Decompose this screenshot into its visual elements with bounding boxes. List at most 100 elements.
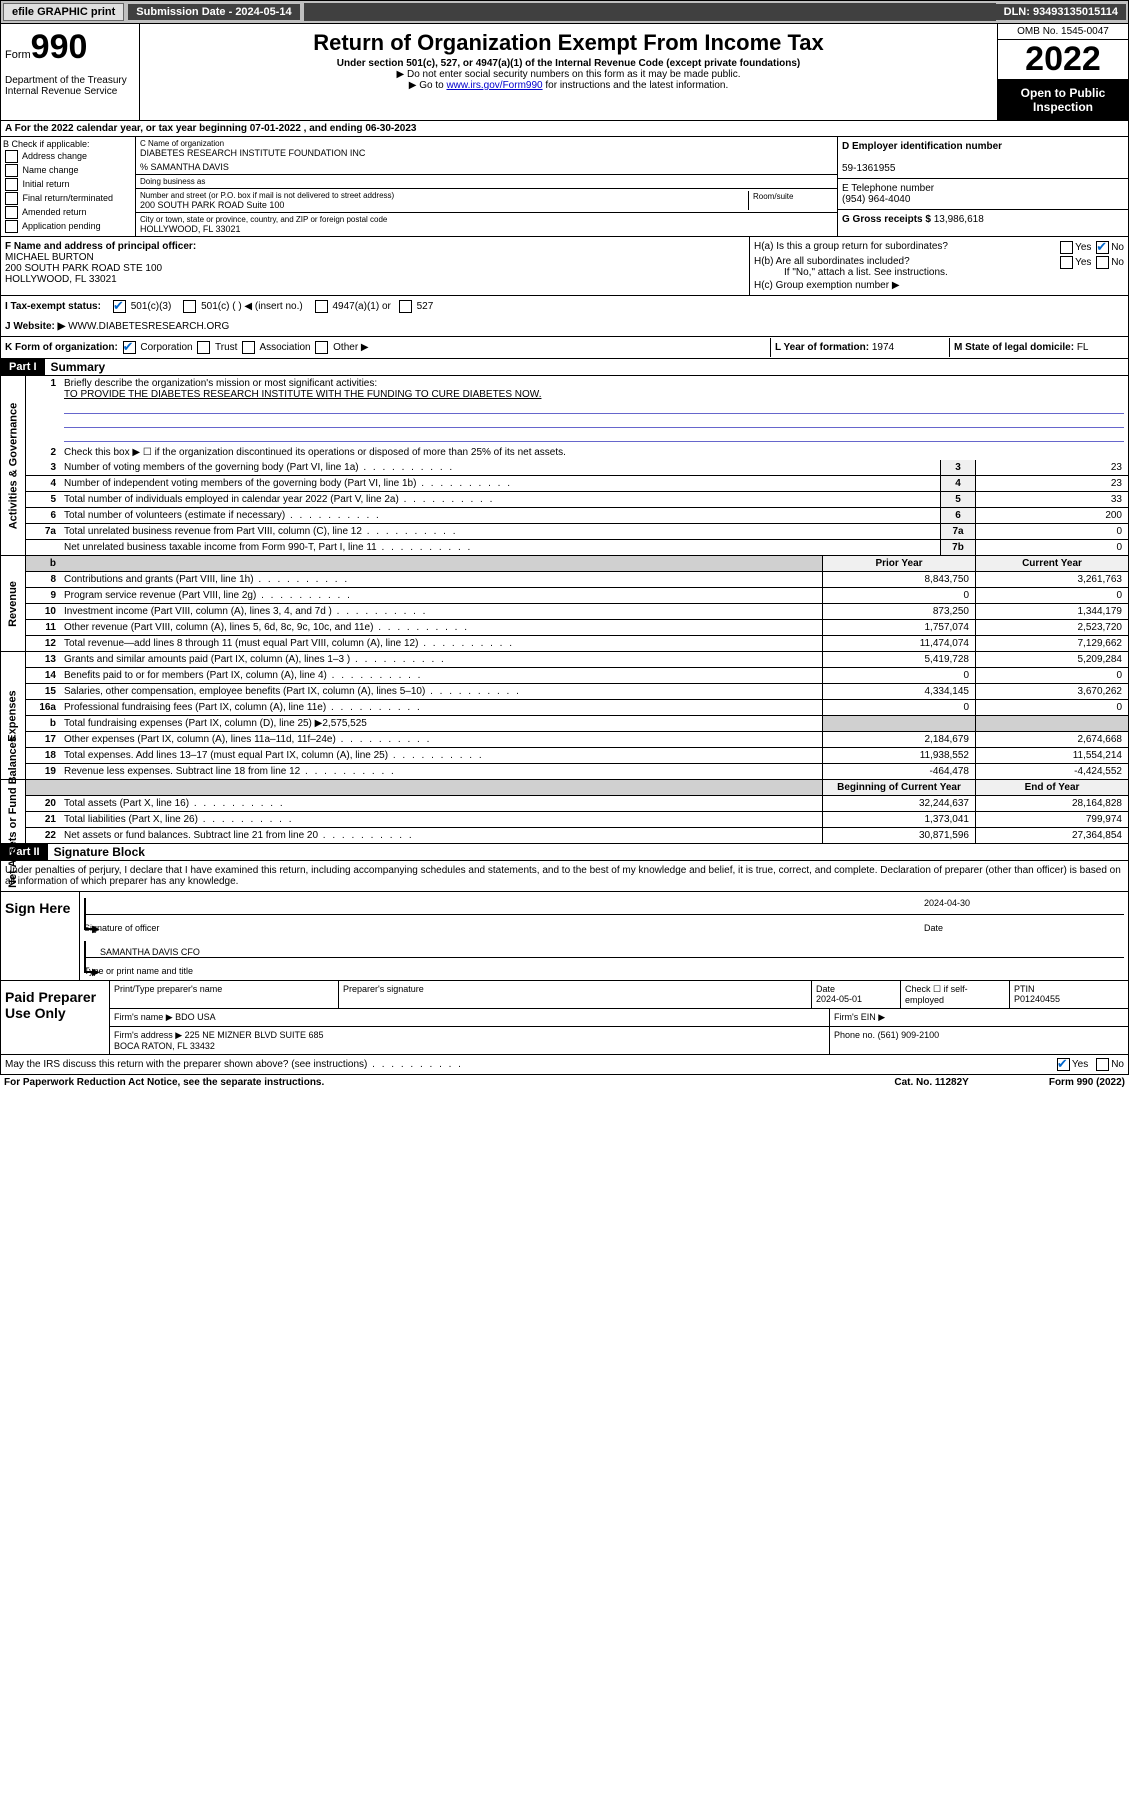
dln-label: DLN: 93493135015114 xyxy=(996,4,1126,20)
column-b-checks: B Check if applicable: Address change Na… xyxy=(1,137,136,236)
street-label: Number and street (or P.O. box if mail i… xyxy=(140,191,748,200)
officer-info: MICHAEL BURTON 200 SOUTH PARK ROAD STE 1… xyxy=(5,252,162,285)
hb-subordinates: H(b) Are all subordinates included? Yes … xyxy=(754,256,1124,267)
side-revenue: Revenue xyxy=(7,581,19,627)
table-row: 18Total expenses. Add lines 13–17 (must … xyxy=(26,748,1128,764)
firm-addr-label: Firm's address ▶ xyxy=(114,1030,182,1040)
table-row: 15Salaries, other compensation, employee… xyxy=(26,684,1128,700)
discuss-no[interactable] xyxy=(1096,1058,1109,1071)
column-c-name-address: C Name of organization DIABETES RESEARCH… xyxy=(136,137,837,236)
website-value: WWW.DIABETESRESEARCH.ORG xyxy=(68,321,229,332)
form-footer: Form 990 (2022) xyxy=(1049,1077,1125,1088)
officer-label: F Name and address of principal officer: xyxy=(5,241,196,252)
footer-row: For Paperwork Reduction Act Notice, see … xyxy=(0,1075,1129,1090)
sig-arrow-icon xyxy=(84,898,96,930)
discuss-yes[interactable] xyxy=(1057,1058,1070,1071)
ein-label: D Employer identification number xyxy=(842,141,1002,152)
org-corporation[interactable] xyxy=(123,341,136,354)
table-row: 4Number of independent voting members of… xyxy=(26,476,1128,492)
status-4947[interactable] xyxy=(315,300,328,313)
org-other[interactable] xyxy=(315,341,328,354)
hc-exemption: H(c) Group exemption number ▶ xyxy=(754,280,1124,291)
row-k-org-form: K Form of organization: Corporation Trus… xyxy=(0,337,1129,359)
table-row: 21Total liabilities (Part X, line 26)1,3… xyxy=(26,812,1128,828)
status-501c3[interactable] xyxy=(113,300,126,313)
header-sub2: ▶ Do not enter social security numbers o… xyxy=(144,69,993,80)
table-row: Net unrelated business taxable income fr… xyxy=(26,540,1128,555)
identity-block: B Check if applicable: Address change Na… xyxy=(0,137,1129,237)
table-row: 9Program service revenue (Part VIII, lin… xyxy=(26,588,1128,604)
phone-value: (954) 964-4040 xyxy=(842,194,910,205)
officer-name-label: Type or print name and title xyxy=(84,966,193,976)
part2-bar: Part II Signature Block xyxy=(0,844,1129,861)
ha-yes[interactable] xyxy=(1060,241,1073,254)
table-row: 13Grants and similar amounts paid (Part … xyxy=(26,652,1128,668)
part1-title: Summary xyxy=(45,360,106,374)
sig-date-label: Date xyxy=(924,923,943,933)
department-label: Department of the Treasury Internal Reve… xyxy=(5,75,135,97)
inspection-label: Open to Public Inspection xyxy=(998,80,1128,120)
q2-discontinued: Check this box ▶ ☐ if the organization d… xyxy=(60,445,1128,460)
ha-no[interactable] xyxy=(1096,241,1109,254)
part2-title: Signature Block xyxy=(48,845,145,859)
table-row: 8Contributions and grants (Part VIII, li… xyxy=(26,572,1128,588)
phone-label: E Telephone number xyxy=(842,183,934,194)
hb-yes[interactable] xyxy=(1060,256,1073,269)
check-final-return[interactable]: Final return/terminated xyxy=(3,192,133,205)
officer-printed-name: SAMANTHA DAVIS CFO xyxy=(100,947,200,957)
prep-self-employed: Check ☐ if self-employed xyxy=(905,984,968,1005)
city-state-zip: HOLLYWOOD, FL 33021 xyxy=(140,224,833,234)
check-application-pending[interactable]: Application pending xyxy=(3,220,133,233)
check-name-change[interactable]: Name change xyxy=(3,164,133,177)
year-formation: 1974 xyxy=(872,342,894,353)
prep-date-value: 2024-05-01 xyxy=(816,994,862,1004)
mission-text: TO PROVIDE THE DIABETES RESEARCH INSTITU… xyxy=(64,389,541,400)
table-row: 19Revenue less expenses. Subtract line 1… xyxy=(26,764,1128,779)
room-label: Room/suite xyxy=(753,192,793,201)
expenses-section: Expenses 13Grants and similar amounts pa… xyxy=(0,652,1129,780)
signature-block: Under penalties of perjury, I declare th… xyxy=(0,861,1129,1055)
section-fh: F Name and address of principal officer:… xyxy=(0,237,1129,296)
tax-year: 2022 xyxy=(998,40,1128,80)
table-row: 22Net assets or fund balances. Subtract … xyxy=(26,828,1128,843)
org-trust[interactable] xyxy=(197,341,210,354)
efile-print-button[interactable]: efile GRAPHIC print xyxy=(3,3,124,21)
firm-name-label: Firm's name ▶ xyxy=(114,1012,173,1022)
sign-here-label: Sign Here xyxy=(1,892,80,980)
ein-value: 59-1361955 xyxy=(842,163,895,174)
catalog-number: Cat. No. 11282Y xyxy=(894,1077,968,1088)
submission-date: Submission Date - 2024-05-14 xyxy=(128,4,299,20)
table-row: 10Investment income (Part VIII, column (… xyxy=(26,604,1128,620)
part1-header: Part I xyxy=(1,359,45,375)
table-row: 11Other revenue (Part VIII, column (A), … xyxy=(26,620,1128,636)
net-assets-section: Net Assets or Fund Balances Beginning of… xyxy=(0,780,1129,844)
table-row: 12Total revenue—add lines 8 through 11 (… xyxy=(26,636,1128,651)
gross-label: G Gross receipts $ xyxy=(842,214,931,225)
check-amended[interactable]: Amended return xyxy=(3,206,133,219)
status-501c[interactable] xyxy=(183,300,196,313)
firm-phone-label: Phone no. xyxy=(834,1030,875,1040)
street-address: 200 SOUTH PARK ROAD Suite 100 xyxy=(140,200,748,210)
check-address-change[interactable]: Address change xyxy=(3,150,133,163)
status-527[interactable] xyxy=(399,300,412,313)
irs-link[interactable]: www.irs.gov/Form990 xyxy=(446,80,542,91)
org-association[interactable] xyxy=(242,341,255,354)
top-spacer xyxy=(304,3,996,21)
check-initial-return[interactable]: Initial return xyxy=(3,178,133,191)
gross-value: 13,986,618 xyxy=(934,214,984,225)
ha-group-return: H(a) Is this a group return for subordin… xyxy=(754,241,1124,252)
header-prior-year: Prior Year xyxy=(822,556,975,571)
column-de: D Employer identification number 59-1361… xyxy=(837,137,1128,236)
top-bar: efile GRAPHIC print Submission Date - 20… xyxy=(0,0,1129,24)
sig-date-value: 2024-04-30 xyxy=(924,898,970,914)
table-row: 14Benefits paid to or for members (Part … xyxy=(26,668,1128,684)
city-label: City or town, state or province, country… xyxy=(140,215,833,224)
table-row: 3Number of voting members of the governi… xyxy=(26,460,1128,476)
prep-sig-label: Preparer's signature xyxy=(343,984,424,994)
mission-label: Briefly describe the organization's miss… xyxy=(64,378,377,389)
state-domicile: FL xyxy=(1077,342,1089,353)
table-row: 7aTotal unrelated business revenue from … xyxy=(26,524,1128,540)
hb-no[interactable] xyxy=(1096,256,1109,269)
org-name: DIABETES RESEARCH INSTITUTE FOUNDATION I… xyxy=(140,148,833,158)
form-number: Form990 xyxy=(5,28,135,67)
